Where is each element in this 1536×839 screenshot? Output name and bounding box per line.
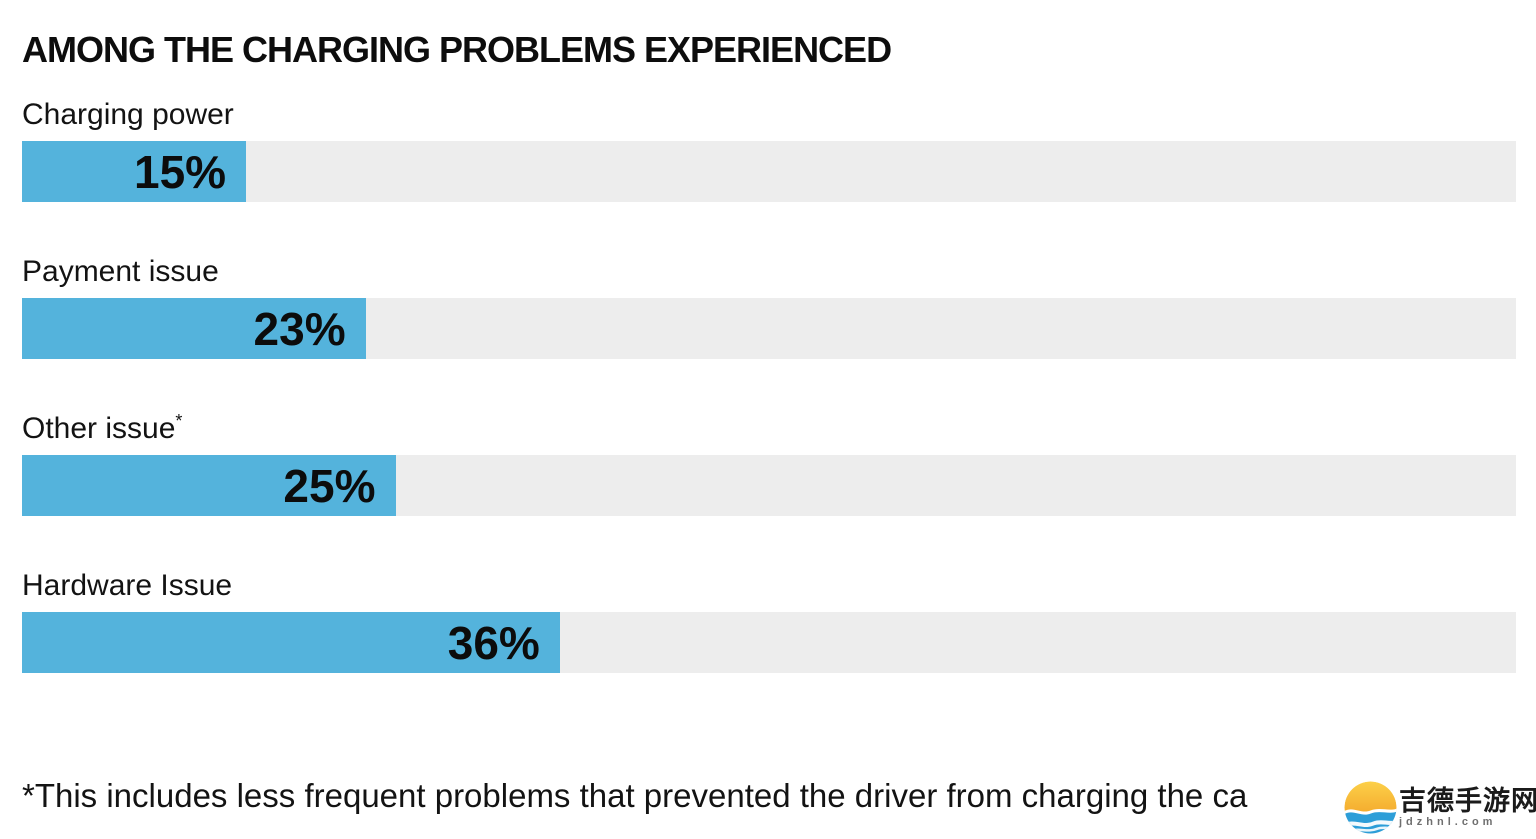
bar-row-hardware-issue: Hardware Issue 36% — [22, 568, 1516, 673]
bar-fill: 15% — [22, 141, 247, 202]
bar-label: Hardware Issue — [22, 569, 233, 602]
watermark-text: 吉德手游网 jdzhnl.com — [1399, 786, 1536, 829]
bar-fill: 25% — [22, 455, 396, 516]
watermark-site-name: 吉德手游网 — [1399, 786, 1536, 816]
bar-value-label: 25% — [283, 459, 376, 512]
bar-label: Other issue* — [22, 411, 183, 445]
bar-value-label: 15% — [134, 145, 227, 198]
bar-label: Payment issue — [22, 255, 219, 288]
chart-title: AMONG THE CHARGING PROBLEMS EXPERIENCED — [22, 29, 892, 70]
bar-track: 15% — [22, 141, 1516, 202]
bar-track: 36% — [22, 612, 1516, 673]
sun-waves-logo-icon — [1344, 781, 1397, 834]
bar-value-label: 36% — [447, 616, 540, 669]
bar-label: Charging power — [22, 98, 234, 131]
bar-row-payment-issue: Payment issue 23% — [22, 254, 1516, 359]
chart-footnote: *This includes less frequent problems th… — [22, 777, 1248, 814]
bar-fill: 23% — [22, 298, 366, 359]
bar-row-other-issue: Other issue* 25% — [22, 411, 1516, 516]
bar-row-charging-power: Charging power 15% — [22, 97, 1516, 202]
watermark-site-url: jdzhnl.com — [1399, 816, 1497, 828]
bar-fill: 36% — [22, 612, 560, 673]
label-superscript: * — [175, 411, 183, 431]
watermark: 吉德手游网 jdzhnl.com — [1344, 778, 1536, 837]
bar-value-label: 23% — [253, 302, 346, 355]
bar-track: 23% — [22, 298, 1516, 359]
bar-track: 25% — [22, 455, 1516, 516]
bar-chart: Charging power 15% Payment issue 23% Oth… — [22, 97, 1516, 673]
